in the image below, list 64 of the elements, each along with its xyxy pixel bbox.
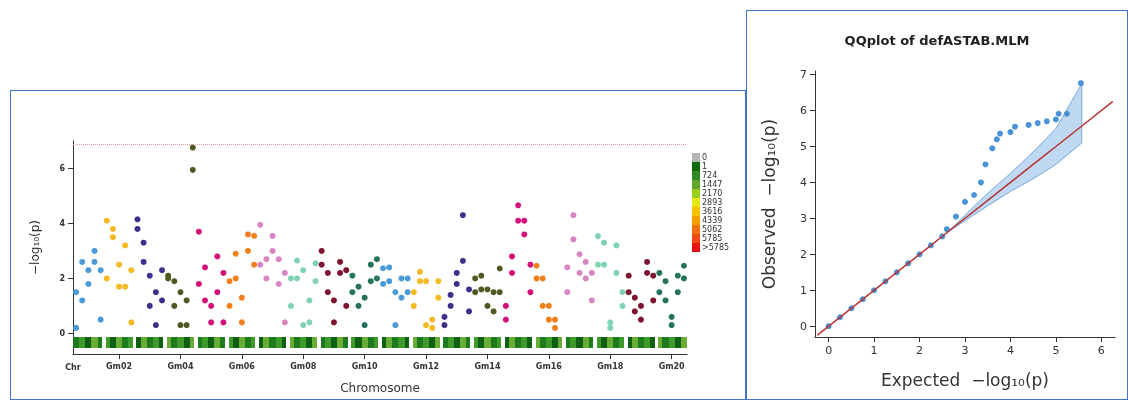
text: 2893 — [702, 198, 723, 207]
y-tick-label: 0 — [59, 328, 66, 338]
point — [1034, 120, 1041, 127]
x-tick-label: 4 — [1006, 344, 1014, 357]
text: 5785 — [702, 234, 723, 243]
text: 4339 — [702, 216, 723, 225]
point — [1025, 121, 1032, 128]
point — [997, 130, 1003, 137]
x-tick-label: Gm08 — [290, 361, 317, 371]
x-tick-label: Gm16 — [535, 361, 563, 371]
x-tick-label: 2 — [916, 344, 924, 357]
point — [952, 213, 959, 220]
point — [1043, 118, 1050, 125]
x-axis-title: Expected −log₁₀(p) — [881, 369, 1049, 390]
point — [943, 226, 950, 233]
y-tick-label: 4 — [59, 218, 66, 228]
x-tick-label: Gm18 — [597, 361, 624, 371]
x-tick-label: Gm06 — [228, 361, 256, 371]
x-tick-label: Gm02 — [106, 361, 133, 371]
point — [989, 145, 996, 152]
text: >5785 — [702, 243, 730, 252]
point — [977, 179, 984, 186]
point — [982, 161, 989, 168]
text: 2170 — [702, 189, 723, 198]
text: Chr — [65, 363, 81, 372]
x-tick-label: Gm20 — [658, 361, 686, 371]
point — [1007, 129, 1014, 136]
x-tick-label: 5 — [1052, 344, 1060, 357]
point — [993, 136, 1000, 143]
text: 5062 — [702, 225, 723, 234]
text: 724 — [702, 171, 718, 180]
x-tick-label: Gm14 — [474, 361, 501, 371]
x-tick-label: 3 — [961, 344, 969, 357]
y-tick-label: 2 — [800, 247, 807, 261]
y-tick-label: 7 — [800, 68, 807, 82]
y-tick-label: 4 — [800, 175, 807, 189]
y-tick-label: 0 — [800, 319, 807, 333]
x-tick-label: Gm12 — [413, 361, 440, 371]
x-tick-label: 6 — [1097, 344, 1105, 357]
y-tick-label: 5 — [800, 139, 807, 153]
x-tick-label: Gm04 — [167, 361, 194, 371]
x-tick-label: 0 — [825, 344, 833, 357]
y-axis-title: Observed −log₁₀(p) — [758, 118, 779, 290]
text: 0 — [702, 153, 708, 162]
point — [962, 198, 968, 205]
point — [1077, 80, 1084, 87]
point — [971, 192, 978, 199]
point — [1055, 110, 1062, 117]
point — [1063, 110, 1070, 117]
x-tick-label: 1 — [870, 344, 878, 357]
y-tick-label: 2 — [59, 273, 65, 283]
y-tick-label: 6 — [800, 104, 807, 118]
chart-title: QQplot of defASTAB.MLM — [844, 33, 1030, 48]
text: 3616 — [702, 207, 723, 216]
y-axis-title: −log₁₀(p) — [28, 220, 42, 275]
y-tick-label: 6 — [59, 163, 66, 173]
text: 1 — [702, 162, 708, 171]
x-tick-label: Gm10 — [351, 361, 379, 371]
y-tick-label: 1 — [800, 283, 807, 297]
point — [1012, 123, 1018, 130]
point — [1052, 116, 1059, 123]
y-tick-label: 3 — [800, 211, 807, 225]
x-axis-title: Chromosome — [340, 381, 420, 395]
text: 1447 — [702, 180, 723, 189]
